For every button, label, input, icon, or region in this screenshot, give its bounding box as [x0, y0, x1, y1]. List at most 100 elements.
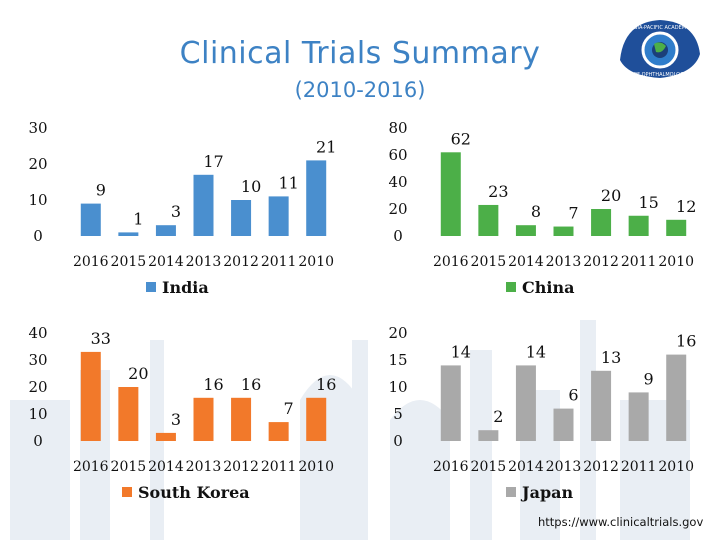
y-tick-label: 20: [28, 155, 47, 173]
data-label: 17: [203, 152, 223, 171]
bar: [306, 160, 327, 236]
y-tick-label: 5: [393, 405, 403, 423]
data-label: 3: [171, 202, 181, 221]
category-label: 2015: [471, 254, 507, 270]
source-link[interactable]: https://www.clinicaltrials.gov: [538, 515, 704, 529]
bar: [118, 232, 139, 236]
bar: [553, 226, 574, 236]
y-tick-label: 0: [33, 227, 43, 245]
bar: [231, 200, 252, 236]
y-tick-label: 0: [393, 227, 403, 245]
india-chart: 0 10 20 30 9 2016 1 2015 3 2014 17 2013 10 2012 11 2011…: [28, 119, 336, 297]
bar: [80, 351, 101, 441]
y-tick-label: 30: [28, 119, 47, 137]
legend-swatch: [506, 282, 516, 292]
data-label: 20: [601, 186, 621, 205]
academy-logo: ASIA-PACIFIC ACADEMY OF OPHTHALMOLOGY: [620, 20, 700, 78]
data-label: 9: [96, 181, 106, 200]
data-label: 9: [644, 369, 654, 388]
legend-swatch: [122, 487, 132, 497]
data-label: 1: [133, 209, 143, 228]
china-chart: 0 20 40 60 80 62 2016 23 2015 8 2014 7 2013 20 2012 15 2…: [388, 119, 696, 297]
category-label: 2010: [298, 254, 334, 270]
category-label: 2014: [148, 254, 184, 270]
svg-text:OF OPHTHALMOLOGY: OF OPHTHALMOLOGY: [633, 72, 688, 78]
legend-label: India: [162, 278, 209, 297]
category-label: 2016: [433, 459, 469, 475]
bar: [553, 408, 574, 441]
category-label: 2014: [148, 459, 184, 475]
category-label: 2011: [621, 459, 657, 475]
legend-swatch: [506, 487, 516, 497]
category-label: 2011: [621, 254, 657, 270]
category-label: 2012: [583, 254, 619, 270]
bar: [628, 392, 649, 441]
data-label: 3: [171, 410, 181, 429]
data-label: 14: [526, 342, 546, 361]
bar: [515, 225, 536, 236]
page-subtitle: (2010-2016): [294, 78, 426, 102]
data-label: 8: [531, 202, 541, 221]
category-label: 2015: [471, 459, 507, 475]
category-label: 2016: [73, 459, 109, 475]
bar: [268, 196, 289, 236]
japan-chart: 0510152014201622015142014620131320129201…: [388, 324, 696, 502]
category-label: 2011: [261, 254, 297, 270]
y-tick-label: 0: [33, 432, 43, 450]
data-label: 23: [488, 182, 508, 201]
bar: [440, 152, 461, 236]
data-label: 7: [568, 204, 578, 223]
data-label: 16: [203, 375, 223, 394]
y-tick-label: 40: [28, 324, 47, 342]
y-tick-label: 20: [28, 378, 47, 396]
bar: [591, 370, 612, 441]
y-tick-label: 40: [388, 173, 407, 191]
bar: [478, 204, 499, 236]
legend-label: Japan: [520, 483, 573, 502]
data-label: 6: [568, 386, 578, 405]
data-label: 2: [493, 407, 503, 426]
y-tick-label: 80: [388, 119, 407, 137]
legend-label: South Korea: [138, 483, 250, 502]
y-tick-label: 20: [388, 200, 407, 218]
data-label: 13: [601, 348, 621, 367]
legend-swatch: [146, 282, 156, 292]
skyline-background: [10, 320, 690, 540]
bar: [231, 397, 252, 441]
data-label: 21: [316, 137, 336, 156]
category-label: 2013: [186, 459, 222, 475]
category-label: 2013: [546, 254, 582, 270]
category-label: 2014: [508, 459, 544, 475]
data-label: 16: [676, 332, 696, 351]
svg-text:ASIA-PACIFIC ACADEMY: ASIA-PACIFIC ACADEMY: [631, 25, 690, 31]
bar: [515, 365, 536, 441]
category-label: 2015: [111, 459, 147, 475]
data-label: 12: [676, 197, 696, 216]
category-label: 2012: [583, 459, 619, 475]
data-label: 33: [91, 329, 111, 348]
data-label: 16: [241, 375, 261, 394]
bar: [628, 215, 649, 236]
bar: [193, 397, 214, 441]
category-label: 2012: [223, 254, 259, 270]
data-label: 7: [284, 399, 294, 418]
bar: [193, 174, 214, 236]
data-label: 10: [241, 177, 261, 196]
category-label: 2016: [433, 254, 469, 270]
bar: [155, 432, 176, 441]
bar: [306, 397, 327, 441]
y-tick-label: 10: [28, 191, 47, 209]
category-label: 2011: [261, 459, 297, 475]
category-label: 2016: [73, 254, 109, 270]
data-label: 11: [278, 173, 298, 192]
category-label: 2014: [508, 254, 544, 270]
y-tick-label: 30: [28, 351, 47, 369]
bar: [268, 422, 289, 441]
bar: [478, 430, 499, 441]
bar: [155, 225, 176, 236]
category-label: 2010: [658, 254, 694, 270]
y-tick-label: 0: [393, 432, 403, 450]
data-label: 20: [128, 364, 148, 383]
bar: [118, 387, 139, 441]
data-label: 62: [451, 129, 471, 148]
